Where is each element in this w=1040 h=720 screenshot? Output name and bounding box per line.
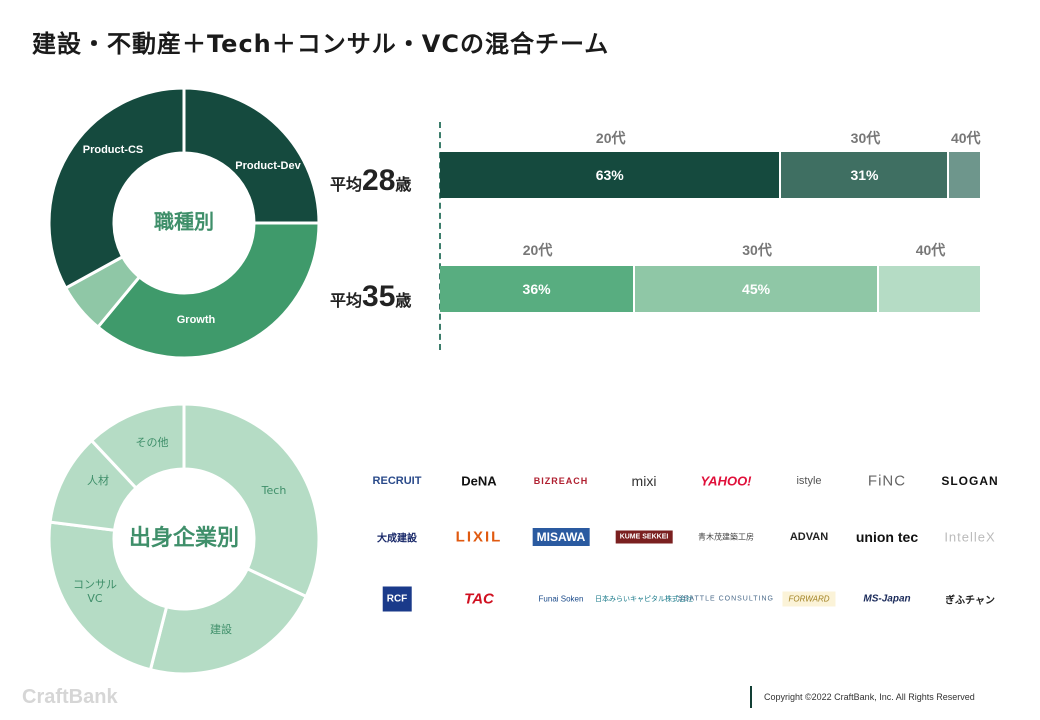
- origin-center-label: 出身企業別: [129, 525, 239, 551]
- job-center-label: 職種別: [154, 210, 214, 234]
- company-logo-forward: FORWARD: [782, 591, 836, 607]
- company-logo-2-7: ぎふチャン: [945, 595, 995, 607]
- company-logo-2-3: 日本みらいキャピタル株式会社: [595, 595, 693, 603]
- avg-number: 28: [362, 164, 396, 197]
- age-bar-0-1: 31%: [781, 152, 948, 198]
- origin-segment-2: [47, 520, 169, 672]
- decade-label-0-0: 20代: [595, 130, 626, 146]
- origin-segment-4: [89, 402, 186, 491]
- company-logo-rcf: RCF: [382, 586, 412, 612]
- company-logo-seattle-consulting: SEATTLE CONSULTING: [678, 595, 774, 603]
- age-chart-axis: [439, 122, 441, 350]
- company-logo-yahoo: YAHOO!: [700, 473, 752, 489]
- job-segment-0: [182, 86, 321, 225]
- origin-segment-label-4: その他: [136, 436, 169, 449]
- age-bar-1-0: 36%: [440, 266, 634, 312]
- company-logo-funai-soken: Funai Soken: [538, 594, 584, 604]
- avg-number: 35: [362, 280, 396, 313]
- decade-label-1-0: 20代: [522, 242, 553, 258]
- company-logo-slogan: SLOGAN: [941, 474, 999, 488]
- company-logo-ms-japan: MS-Japan: [863, 593, 911, 605]
- age-bar-1-1: 45%: [635, 266, 877, 312]
- age-bar-1-2: [879, 266, 980, 312]
- origin-segment-label-0: Tech: [261, 484, 287, 497]
- avg-suffix: 歳: [395, 175, 412, 194]
- company-logo-union-tec: union tec: [855, 529, 919, 545]
- company-logo-1-0: 大成建設: [377, 533, 417, 545]
- job-segment-1: [95, 221, 321, 360]
- origin-segment-label-2: コンサル VC: [73, 578, 117, 605]
- decade-label-0-1: 30代: [850, 130, 881, 146]
- avg-suffix: 歳: [395, 291, 412, 310]
- job-segment-label-3: Product-CS: [83, 144, 144, 156]
- growth-pill: Growth: [352, 261, 398, 277]
- company-logo-kume-sekkei: KUME SEKKEI: [615, 530, 673, 544]
- company-logo-intellex: IntelleX: [944, 529, 996, 545]
- craftbank-logo: CraftBank: [22, 686, 118, 708]
- company-logo-bizreach: BIZREACH: [533, 476, 589, 486]
- company-logo-misawa: MISAWA: [532, 528, 590, 546]
- growth-average-age: 平均35歳: [330, 280, 411, 314]
- product-average-age: 平均28歳: [330, 164, 411, 198]
- page-title: 建設・不動産＋Tech＋コンサル・VCの混合チーム: [32, 30, 610, 58]
- decade-label-1-2: 40代: [915, 242, 946, 258]
- company-logo-finc: FiNC: [867, 472, 907, 490]
- company-logo-mixi: mixi: [631, 473, 657, 489]
- decade-label-1-1: 30代: [742, 242, 772, 258]
- company-logo-tac: TAC: [464, 590, 494, 608]
- job-segment-label-0: Product-Dev: [235, 160, 301, 172]
- age-bar-0-0: 63%: [440, 152, 780, 198]
- avg-prefix: 平均: [330, 175, 363, 194]
- decade-label-0-2: 40代: [950, 130, 981, 146]
- job-segment-3: [47, 86, 186, 291]
- origin-segment-1: [148, 566, 309, 676]
- age-bar-0-2: [949, 152, 980, 198]
- company-logo-advan: ADVAN: [789, 531, 829, 543]
- origin-segment-0: [182, 402, 321, 599]
- company-logo-dena: DeNA: [461, 473, 497, 489]
- origin-segment-label-1: 建設: [210, 622, 232, 636]
- company-logo-istyle: istyle: [796, 475, 822, 487]
- job-segment-label-1: Growth: [177, 314, 216, 326]
- company-logo-recruit: RECRUIT: [372, 475, 422, 487]
- company-logo-1-4: 青木茂建築工房: [698, 532, 754, 542]
- avg-prefix: 平均: [330, 291, 363, 310]
- product-pill: Product: [350, 145, 400, 161]
- origin-segment-label-3: 人材: [87, 473, 109, 487]
- company-logo-lixil: LIXIL: [455, 528, 503, 546]
- copyright-text: Copyright ©2022 CraftBank, Inc. All Righ…: [750, 686, 975, 708]
